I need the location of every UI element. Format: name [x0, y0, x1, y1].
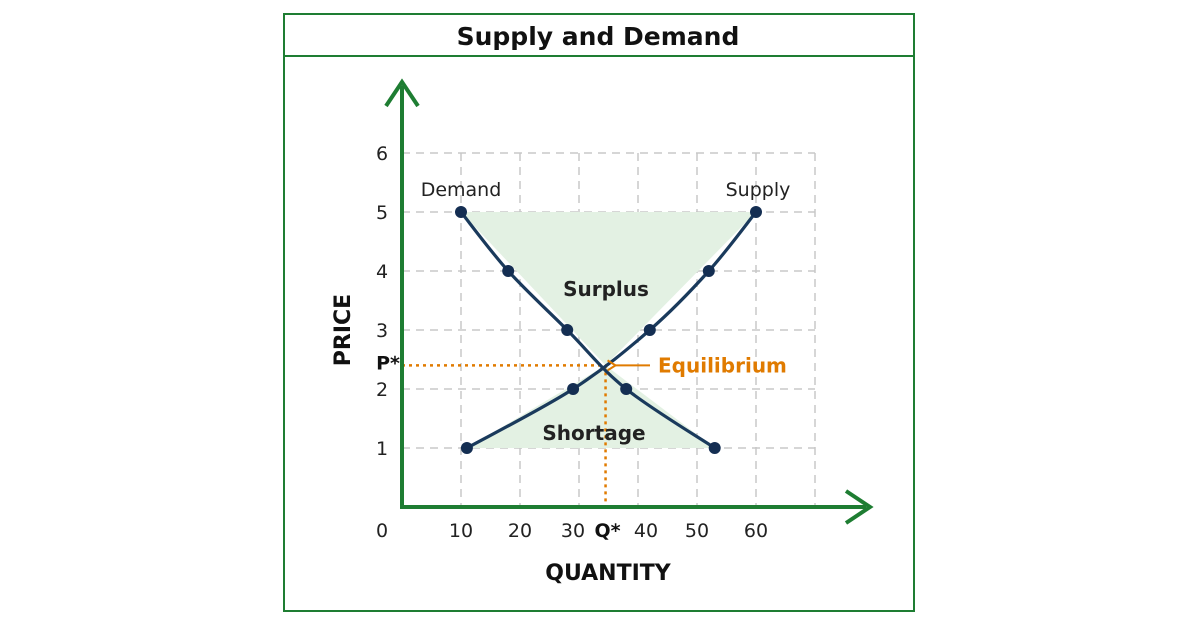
- equilibrium-guides: [402, 364, 607, 507]
- demand-point: [502, 265, 515, 277]
- supply-label: Supply: [726, 179, 791, 201]
- x-tick-label: 30: [561, 520, 585, 542]
- demand-label: Demand: [421, 179, 502, 201]
- supply-point: [643, 324, 656, 336]
- supply-point: [702, 265, 715, 277]
- supply-point: [750, 206, 762, 218]
- axes: [384, 78, 874, 525]
- demand-point: [561, 324, 574, 336]
- y-axis-arrow: [384, 78, 420, 108]
- regions: [461, 212, 756, 448]
- y-tick-label: 1: [376, 438, 388, 460]
- x-tick-label: 20: [508, 520, 532, 542]
- x-axis-arrow: [844, 489, 874, 525]
- y-axis-title: PRICE: [331, 294, 356, 366]
- demand-point: [455, 206, 467, 218]
- equilibrium-label: Equilibrium: [658, 353, 787, 377]
- surplus-label: Surplus: [563, 277, 649, 301]
- x-tick-label: 50: [685, 520, 709, 542]
- origin-label: 0: [376, 520, 388, 542]
- x-axis-title: QUANTITY: [545, 561, 672, 586]
- series: Demand Supply Equilibrium: [421, 179, 791, 454]
- shortage-region: [466, 365, 715, 448]
- q-star-label: Q*: [595, 520, 621, 542]
- y-tick-label: 5: [376, 202, 388, 224]
- x-tick-label: 10: [449, 520, 473, 542]
- x-tick-label: 60: [744, 520, 768, 542]
- supply-point: [460, 442, 473, 454]
- shortage-label: Shortage: [542, 421, 645, 445]
- surplus-region: [461, 212, 756, 366]
- y-tick-label: 4: [376, 261, 388, 283]
- demand-point: [620, 383, 633, 395]
- ticks: 1 2 3 4 5 6 10 20 30 40 50 60 0 P* Q*: [376, 143, 768, 542]
- p-star-label: P*: [376, 352, 400, 374]
- supply-point: [567, 383, 580, 395]
- y-tick-label: 6: [376, 143, 388, 165]
- y-tick-label: 3: [376, 320, 388, 342]
- chart-title: Supply and Demand: [457, 22, 740, 51]
- demand-point: [708, 442, 721, 454]
- x-tick-label: 40: [634, 520, 658, 542]
- y-tick-label: 2: [376, 379, 388, 401]
